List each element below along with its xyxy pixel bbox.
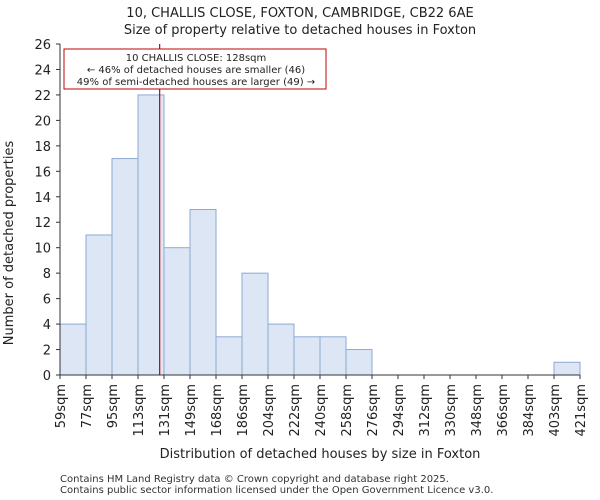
x-tick-label: 366sqm bbox=[496, 384, 511, 437]
y-tick-label: 8 bbox=[43, 267, 51, 282]
x-tick-label: 186sqm bbox=[236, 384, 251, 437]
x-tick-label: 131sqm bbox=[158, 384, 173, 437]
x-tick-label: 384sqm bbox=[522, 384, 537, 437]
y-tick-label: 20 bbox=[34, 114, 51, 129]
x-tick-label: 312sqm bbox=[418, 384, 433, 437]
y-axis-label: Number of detached properties bbox=[2, 141, 17, 346]
footer-line1: Contains HM Land Registry data © Crown c… bbox=[60, 474, 449, 485]
x-ticks-group: 59sqm 77sqm 95sqm 113sqm 131sqm 149sqm 168sqm 1… bbox=[54, 375, 589, 437]
annotation-line1: 10 CHALLIS CLOSE: 128sqm bbox=[126, 53, 267, 64]
histogram-bar bbox=[59, 323, 87, 376]
y-tick-label: 22 bbox=[34, 89, 51, 104]
histogram-bar bbox=[267, 323, 295, 376]
x-tick-label: 222sqm bbox=[288, 384, 303, 437]
annotation-line2: ← 46% of detached houses are smaller (46… bbox=[87, 65, 305, 76]
histogram-bar bbox=[111, 158, 139, 376]
x-tick-label: 421sqm bbox=[574, 384, 589, 437]
histogram-bar bbox=[345, 349, 373, 376]
x-tick-label: 95sqm bbox=[106, 384, 121, 428]
y-tick-label: 24 bbox=[34, 63, 51, 78]
x-tick-label: 113sqm bbox=[132, 384, 147, 437]
y-tick-label: 10 bbox=[34, 242, 51, 257]
bars-group bbox=[59, 94, 581, 376]
y-tick-label: 0 bbox=[43, 369, 51, 384]
y-tick-label: 16 bbox=[34, 165, 51, 180]
histogram-bar bbox=[215, 336, 243, 376]
x-tick-label: 77sqm bbox=[80, 384, 95, 428]
annotation-line3: 49% of semi-detached houses are larger (… bbox=[77, 77, 315, 88]
histogram-bar bbox=[241, 272, 269, 376]
histogram-bar bbox=[85, 234, 113, 376]
chart-title-line1: 10, CHALLIS CLOSE, FOXTON, CAMBRIDGE, CB… bbox=[126, 6, 473, 21]
x-tick-label: 294sqm bbox=[392, 384, 407, 437]
y-tick-label: 18 bbox=[34, 140, 51, 155]
x-tick-label: 204sqm bbox=[262, 384, 277, 437]
histogram-bar bbox=[319, 336, 347, 376]
x-tick-label: 59sqm bbox=[54, 384, 69, 428]
x-tick-label: 330sqm bbox=[444, 384, 459, 437]
x-tick-label: 240sqm bbox=[314, 384, 329, 437]
chart-title-line2: Size of property relative to detached ho… bbox=[124, 23, 476, 38]
y-tick-label: 26 bbox=[34, 38, 51, 53]
histogram-bar bbox=[553, 361, 581, 376]
y-tick-label: 12 bbox=[34, 216, 51, 231]
y-tick-label: 2 bbox=[43, 344, 51, 359]
x-axis-label: Distribution of detached houses by size … bbox=[160, 447, 481, 462]
x-tick-label: 348sqm bbox=[470, 384, 485, 437]
x-tick-label: 149sqm bbox=[184, 384, 199, 437]
histogram-bar bbox=[163, 247, 191, 376]
x-tick-label: 276sqm bbox=[366, 384, 381, 437]
annotation-border bbox=[63, 48, 327, 90]
y-tick-label: 4 bbox=[43, 318, 51, 333]
y-tick-label: 6 bbox=[43, 293, 51, 308]
annotation-box: 10 CHALLIS CLOSE: 128sqm ← 46% of detach… bbox=[63, 48, 327, 90]
x-tick-label: 258sqm bbox=[340, 384, 355, 437]
histogram-bar bbox=[189, 209, 217, 376]
x-tick-label: 403sqm bbox=[548, 384, 563, 437]
y-tick-label: 14 bbox=[34, 191, 51, 206]
histogram-bar bbox=[293, 336, 321, 376]
footer-line2: Contains public sector information licen… bbox=[60, 485, 493, 496]
x-tick-label: 168sqm bbox=[210, 384, 225, 437]
